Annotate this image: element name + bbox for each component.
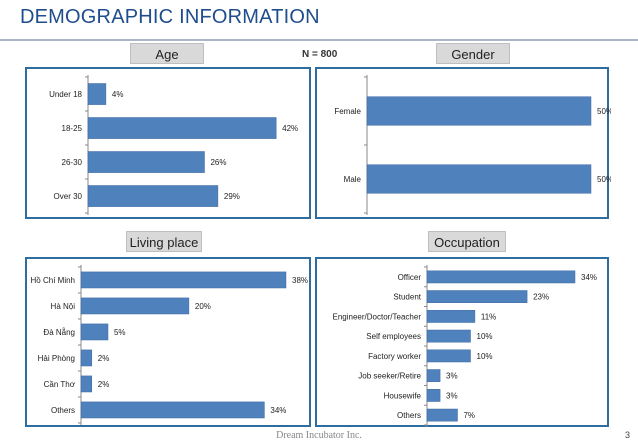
occupation-category-label: Self employees <box>366 332 421 341</box>
gender-category-label: Male <box>344 175 362 184</box>
living-value-label: 2% <box>98 354 110 363</box>
occupation-bar <box>426 369 441 382</box>
living-category-label: Others <box>51 406 75 415</box>
occupation-value-label: 7% <box>463 411 475 420</box>
age-category-label: 18-25 <box>62 124 83 133</box>
occupation-bar <box>426 349 471 363</box>
occupation-bar <box>426 389 441 402</box>
gender-bar <box>366 164 592 194</box>
occupation-value-label: 34% <box>581 273 597 282</box>
occupation-bar <box>426 270 576 284</box>
age-chart: Under 18 4% 18-25 42% 26-30 26% Over 30 29% <box>49 75 298 215</box>
age-panel: Under 18 4% 18-25 42% 26-30 26% Over 30 29% <box>25 67 311 219</box>
occupation-category-label: Officer <box>398 273 422 282</box>
gender-panel: Female 50% Male 50% <box>315 67 611 219</box>
age-category-label: Over 30 <box>54 192 83 201</box>
living-bar <box>80 297 190 315</box>
age-value-label: 26% <box>210 158 226 167</box>
occupation-category-label: Housewife <box>384 391 422 400</box>
gender-value-label: 50% <box>597 175 611 184</box>
living-bar <box>80 349 93 367</box>
gender-chart: Female 50% Male 50% <box>334 75 611 215</box>
age-category-label: 26-30 <box>62 158 83 167</box>
living-value-label: 38% <box>292 276 308 285</box>
sample-size: N = 800 <box>302 49 338 60</box>
living-place-panel: Hồ Chí Minh 38% Hà Nội 20% Đà Nẵng 5% Hải Phòn… <box>25 257 311 427</box>
age-bar <box>87 83 107 105</box>
title-divider <box>0 39 638 41</box>
occupation-category-label: Student <box>393 293 421 302</box>
age-value-label: 42% <box>282 124 298 133</box>
occupation-bar <box>426 408 458 422</box>
page-title: DEMOGRAPHIC INFORMATION <box>20 6 320 28</box>
gender-value-label: 50% <box>597 107 611 116</box>
living-bar <box>80 375 93 393</box>
living-value-label: 34% <box>270 406 286 415</box>
living-bar <box>80 323 109 341</box>
gender-title: Gender <box>436 43 510 64</box>
age-value-label: 29% <box>224 192 240 201</box>
age-bar <box>87 151 205 173</box>
living-value-label: 5% <box>114 328 126 337</box>
occupation-bar <box>426 329 471 343</box>
occupation-value-label: 23% <box>533 293 549 302</box>
occupation-category-label: Job seeker/Retire <box>358 372 421 381</box>
living-category-label: Hồ Chí Minh <box>31 276 75 285</box>
occupation-value-label: 10% <box>477 352 493 361</box>
age-bar <box>87 185 219 207</box>
living-category-label: Cần Thơ <box>44 380 76 389</box>
age-value-label: 4% <box>112 90 124 99</box>
living-bar <box>80 271 287 289</box>
occupation-value-label: 3% <box>446 372 458 381</box>
occupation-value-label: 3% <box>446 391 458 400</box>
gender-bar <box>366 96 592 126</box>
occupation-chart: Officer 34% Student 23% Engineer/Doctor/Teac… <box>333 265 597 427</box>
living-category-label: Hà Nội <box>51 302 76 311</box>
age-title: Age <box>130 43 204 64</box>
occupation-category-label: Others <box>397 411 421 420</box>
living-place-chart: Hồ Chí Minh 38% Hà Nội 20% Đà Nẵng 5% Hải Phòn… <box>31 265 308 425</box>
living-value-label: 2% <box>98 380 110 389</box>
occupation-bar <box>426 290 528 303</box>
living-category-label: Hải Phòng <box>38 354 75 363</box>
living-value-label: 20% <box>195 302 211 311</box>
occupation-category-label: Engineer/Doctor/Teacher <box>333 312 422 321</box>
age-category-label: Under 18 <box>49 90 82 99</box>
occupation-bar <box>426 310 476 323</box>
gender-category-label: Female <box>334 107 361 116</box>
living-place-title: Living place <box>126 231 202 252</box>
living-category-label: Đà Nẵng <box>43 328 75 337</box>
footer-company: Dream Incubator Inc. <box>276 430 362 441</box>
living-bar <box>80 401 265 419</box>
occupation-category-label: Factory worker <box>368 352 421 361</box>
occupation-panel: Officer 34% Student 23% Engineer/Doctor/Teac… <box>315 257 609 427</box>
occupation-value-label: 10% <box>477 332 493 341</box>
page-number: 3 <box>624 430 630 440</box>
occupation-value-label: 11% <box>481 312 496 321</box>
age-bar <box>87 117 277 139</box>
occupation-title: Occupation <box>428 231 506 252</box>
